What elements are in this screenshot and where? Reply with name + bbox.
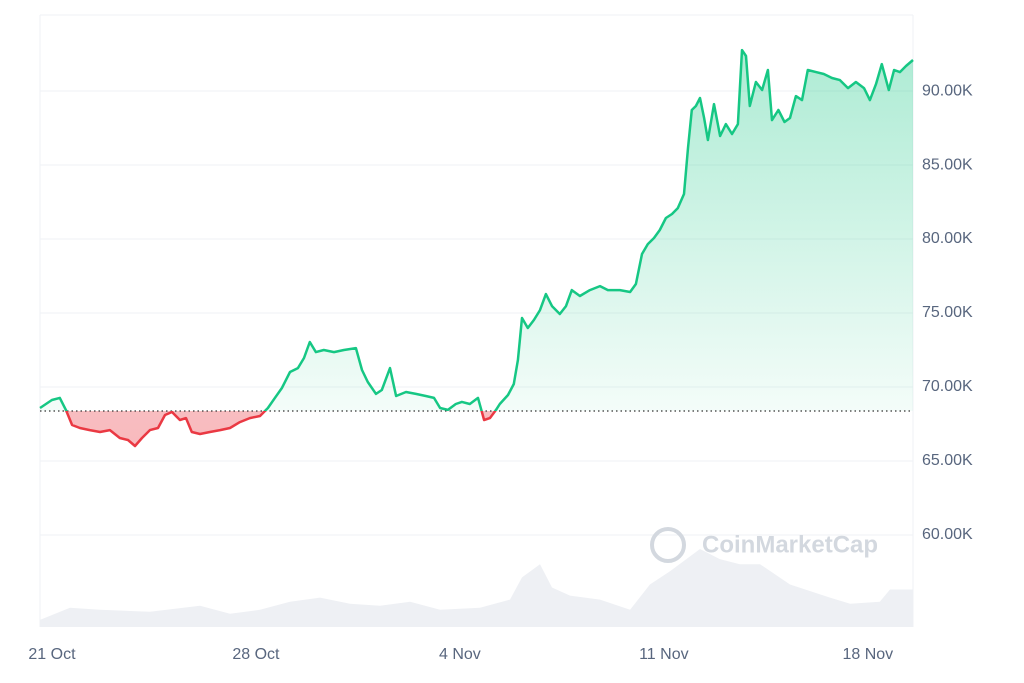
y-tick-label: 75.00K	[922, 304, 973, 321]
x-tick-label: 18 Nov	[842, 646, 893, 663]
area-up	[40, 50, 913, 411]
y-tick-label: 85.00K	[922, 156, 973, 173]
volume-area	[40, 549, 913, 627]
x-tick-label: 11 Nov	[639, 646, 689, 663]
axes: 60.00K 65.00K 70.00K 75.00K 80.00K 85.00K 90.0…	[28, 82, 973, 663]
watermark: CoinMarketCap	[650, 527, 878, 563]
y-tick-label: 60.00K	[922, 526, 973, 543]
watermark-text: CoinMarketCap	[702, 531, 878, 558]
plot	[39, 48, 914, 448]
y-tick-label: 65.00K	[922, 452, 973, 469]
y-tick-label: 90.00K	[922, 82, 973, 99]
volume	[40, 549, 913, 627]
x-tick-label: 28 Oct	[232, 646, 280, 663]
price-line-up	[39, 48, 914, 411]
x-tick-label: 21 Oct	[28, 646, 76, 663]
watermark-logo	[650, 527, 686, 563]
x-tick-label: 4 Nov	[439, 646, 481, 663]
y-tick-label: 80.00K	[922, 230, 973, 247]
price-line-down	[64, 410, 497, 448]
y-tick-label: 70.00K	[922, 378, 973, 395]
